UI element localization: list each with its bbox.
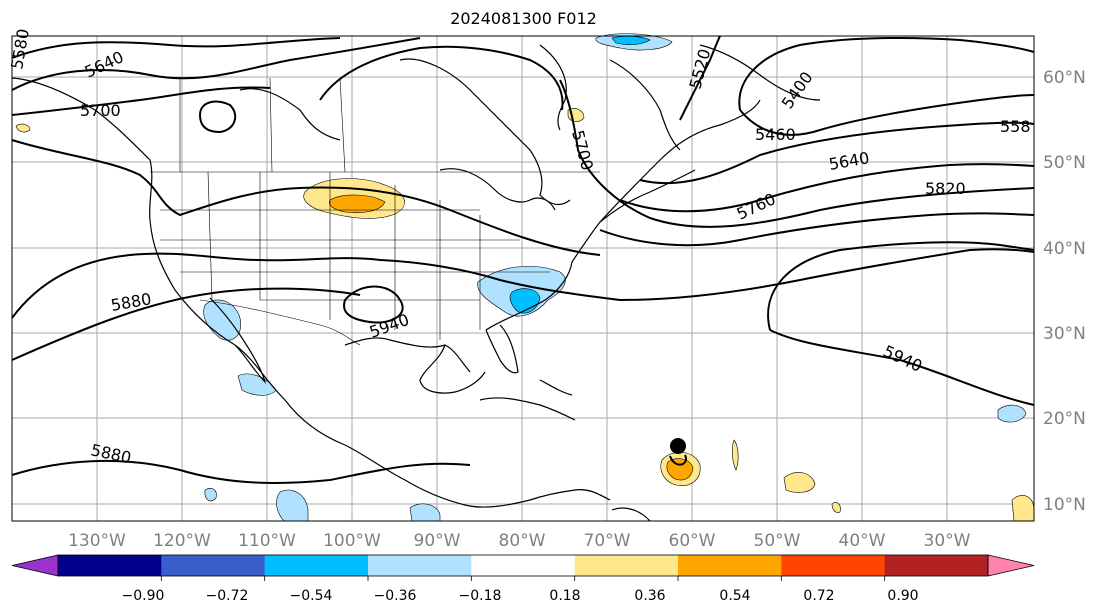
colorbar-segment <box>471 555 576 576</box>
lon-label: 50°W <box>754 531 801 551</box>
colorbar-tick-label: 0.72 <box>803 588 834 604</box>
lon-label: 110°W <box>238 531 296 551</box>
colorbar-tick-label: −0.18 <box>459 588 502 604</box>
lon-label: 90°W <box>414 531 461 551</box>
longitude-labels: 130°W 120°W 110°W 100°W 90°W 80°W 70°W 6… <box>68 531 971 551</box>
lon-label: 80°W <box>499 531 546 551</box>
colorbar-frame <box>57 554 989 577</box>
height-contours <box>11 35 1035 484</box>
political-borders <box>150 77 600 346</box>
lat-label: 20°N <box>1043 409 1086 429</box>
colorbar-segment <box>781 555 886 576</box>
storm-marker <box>669 438 687 466</box>
colorbar-segment <box>264 555 369 576</box>
colorbar-segment <box>574 555 679 576</box>
contour-label: 5820 <box>925 179 966 198</box>
colorbar-segment <box>678 555 782 576</box>
colorbar-segment <box>161 555 266 576</box>
colorbar-tick-label: 0.18 <box>549 588 580 604</box>
lat-label: 50°N <box>1043 153 1086 173</box>
lat-label: 10°N <box>1043 495 1086 515</box>
contour-label: 5700 <box>80 101 121 120</box>
colorbar-segment <box>884 555 989 576</box>
colorbar-extend-min <box>11 554 59 577</box>
colorbar-ticks: −0.90 −0.72 −0.54 −0.36 −0.18 0.18 0.36 … <box>122 588 919 604</box>
lat-label: 60°N <box>1043 68 1086 88</box>
lat-label: 40°N <box>1043 239 1086 259</box>
map-title: 2024081300 F012 <box>450 9 597 28</box>
lon-label: 60°W <box>669 531 716 551</box>
colorbar-tick-label: −0.36 <box>374 588 417 604</box>
colorbar-extend-max <box>987 554 1035 577</box>
coastlines <box>11 44 821 522</box>
colorbar-tick-label: −0.90 <box>122 588 165 604</box>
contour-label: 5460 <box>755 125 796 144</box>
lon-label: 30°W <box>924 531 971 551</box>
colorbar-tick-label: 0.36 <box>634 588 665 604</box>
colorbar-segment <box>58 555 162 576</box>
map-frame <box>11 35 1035 522</box>
colorbar-tick-label: 0.90 <box>887 588 918 604</box>
shaded-anomalies <box>15 33 1035 522</box>
latitude-labels: 60°N 50°N 40°N 30°N 20°N 10°N <box>1043 68 1086 515</box>
colorbar-tick-label: −0.54 <box>290 588 333 604</box>
lon-label: 40°W <box>839 531 886 551</box>
lon-label: 100°W <box>323 531 381 551</box>
colorbar-tick-label: −0.72 <box>206 588 249 604</box>
colorbar-tick-label: 0.54 <box>719 588 750 604</box>
colorbar <box>11 554 1035 581</box>
lon-label: 130°W <box>68 531 126 551</box>
lon-label: 70°W <box>584 531 631 551</box>
lat-label: 30°N <box>1043 324 1086 344</box>
lon-label: 120°W <box>153 531 211 551</box>
colorbar-segment <box>368 555 472 576</box>
contour-label: 558 <box>1000 117 1031 136</box>
